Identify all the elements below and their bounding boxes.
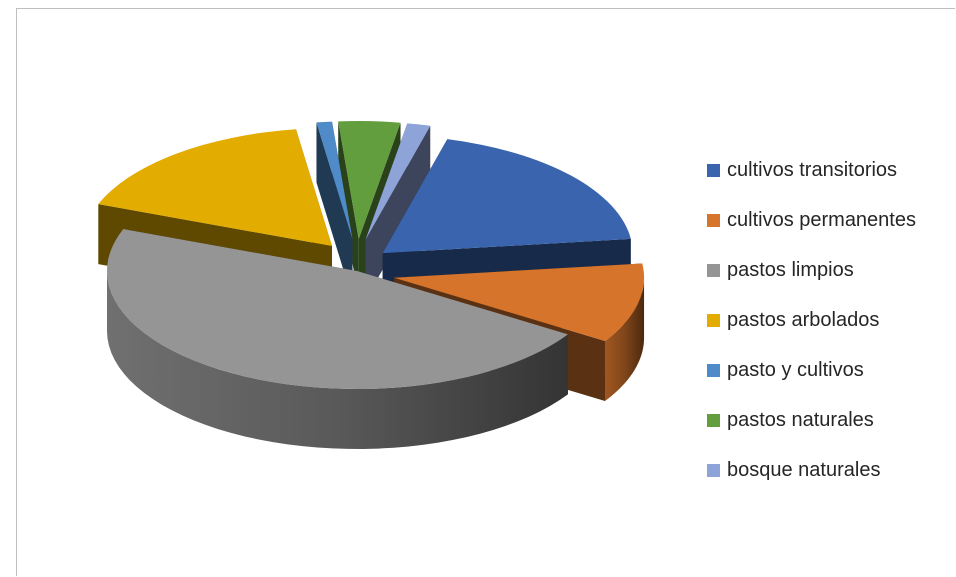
legend-label: pasto y cultivos: [727, 358, 864, 381]
pie-slice-pastos-limpios: [107, 229, 568, 389]
pie-slice-cultivos-permanentes: [394, 263, 645, 342]
legend-item-pastos-limpios: pastos limpios: [707, 245, 916, 295]
legend-item-bosque-naturales: bosque naturales: [707, 445, 916, 495]
legend-item-cultivos-permanentes: cultivos permanentes: [707, 195, 916, 245]
legend-label: cultivos permanentes: [727, 208, 916, 231]
legend-label: pastos arbolados: [727, 308, 880, 331]
pie-slice-cultivos-transitorios: [382, 139, 631, 254]
legend-label: bosque naturales: [727, 458, 881, 481]
chart-area: cultivos transitorios cultivos permanente…: [16, 8, 955, 576]
pie-slice-pastos-naturales: [338, 121, 401, 240]
legend-item-pasto-y-cultivos: pasto y cultivos: [707, 345, 916, 395]
legend-swatch: [707, 463, 720, 477]
legend-item-pastos-naturales: pastos naturales: [707, 395, 916, 445]
legend-item-cultivos-transitorios: cultivos transitorios: [707, 145, 916, 195]
pie-tops: [98, 121, 645, 389]
legend-swatch: [707, 363, 720, 377]
pie-chart: [98, 121, 645, 449]
pie-slice-pasto-y-cultivos: [316, 121, 353, 240]
legend-label: pastos limpios: [727, 258, 854, 281]
legend: cultivos transitorios cultivos permanente…: [707, 145, 916, 495]
legend-label: pastos naturales: [727, 408, 874, 431]
legend-swatch: [707, 163, 720, 177]
legend-item-pastos-arbolados: pastos arbolados: [707, 295, 916, 345]
legend-swatch: [707, 263, 720, 277]
legend-label: cultivos transitorios: [727, 158, 898, 181]
legend-swatch: [707, 413, 720, 427]
pie-slice-pastos-arbolados: [98, 129, 332, 247]
legend-swatch: [707, 213, 720, 227]
pie-slice-bosque-naturales: [365, 123, 431, 240]
legend-swatch: [707, 313, 720, 327]
